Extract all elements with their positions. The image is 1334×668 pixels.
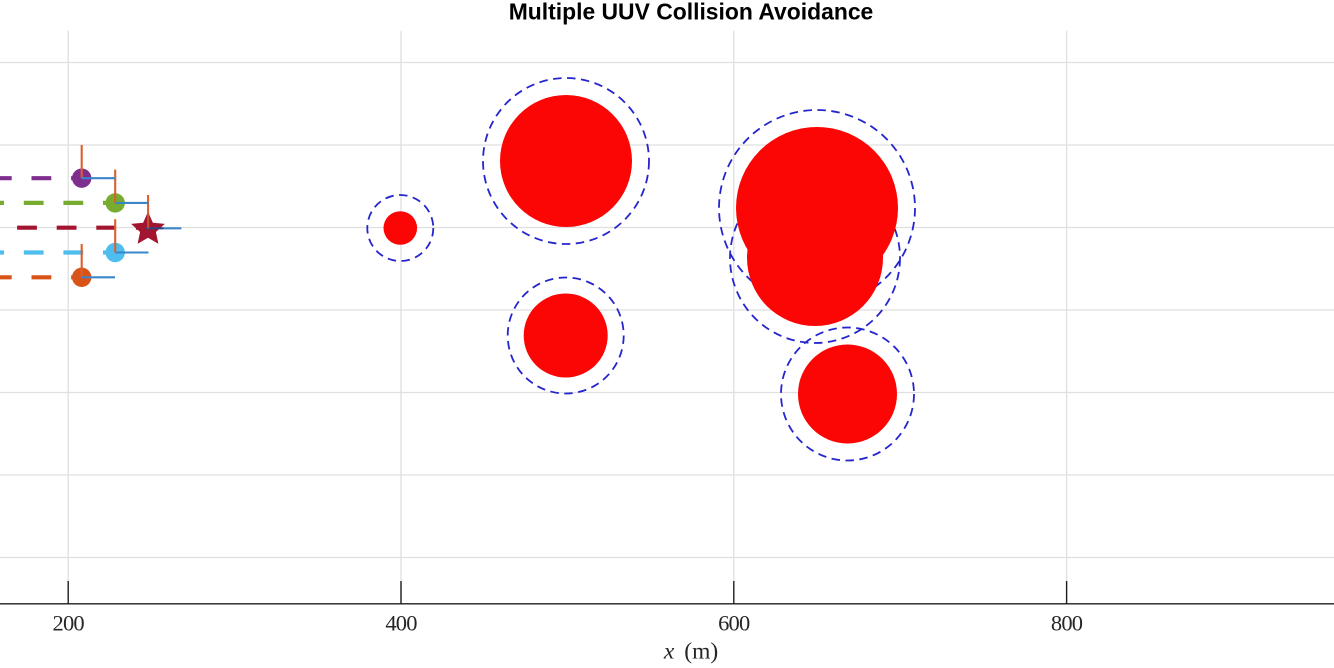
svg-text:600: 600 <box>718 611 750 636</box>
svg-text:200: 200 <box>53 611 85 636</box>
svg-text:400: 400 <box>385 611 417 636</box>
svg-text:Multiple UUV Collision Avoidan: Multiple UUV Collision Avoidance <box>509 0 874 24</box>
svg-text:x(m): x (m) <box>663 638 718 664</box>
svg-text:800: 800 <box>1051 611 1083 636</box>
